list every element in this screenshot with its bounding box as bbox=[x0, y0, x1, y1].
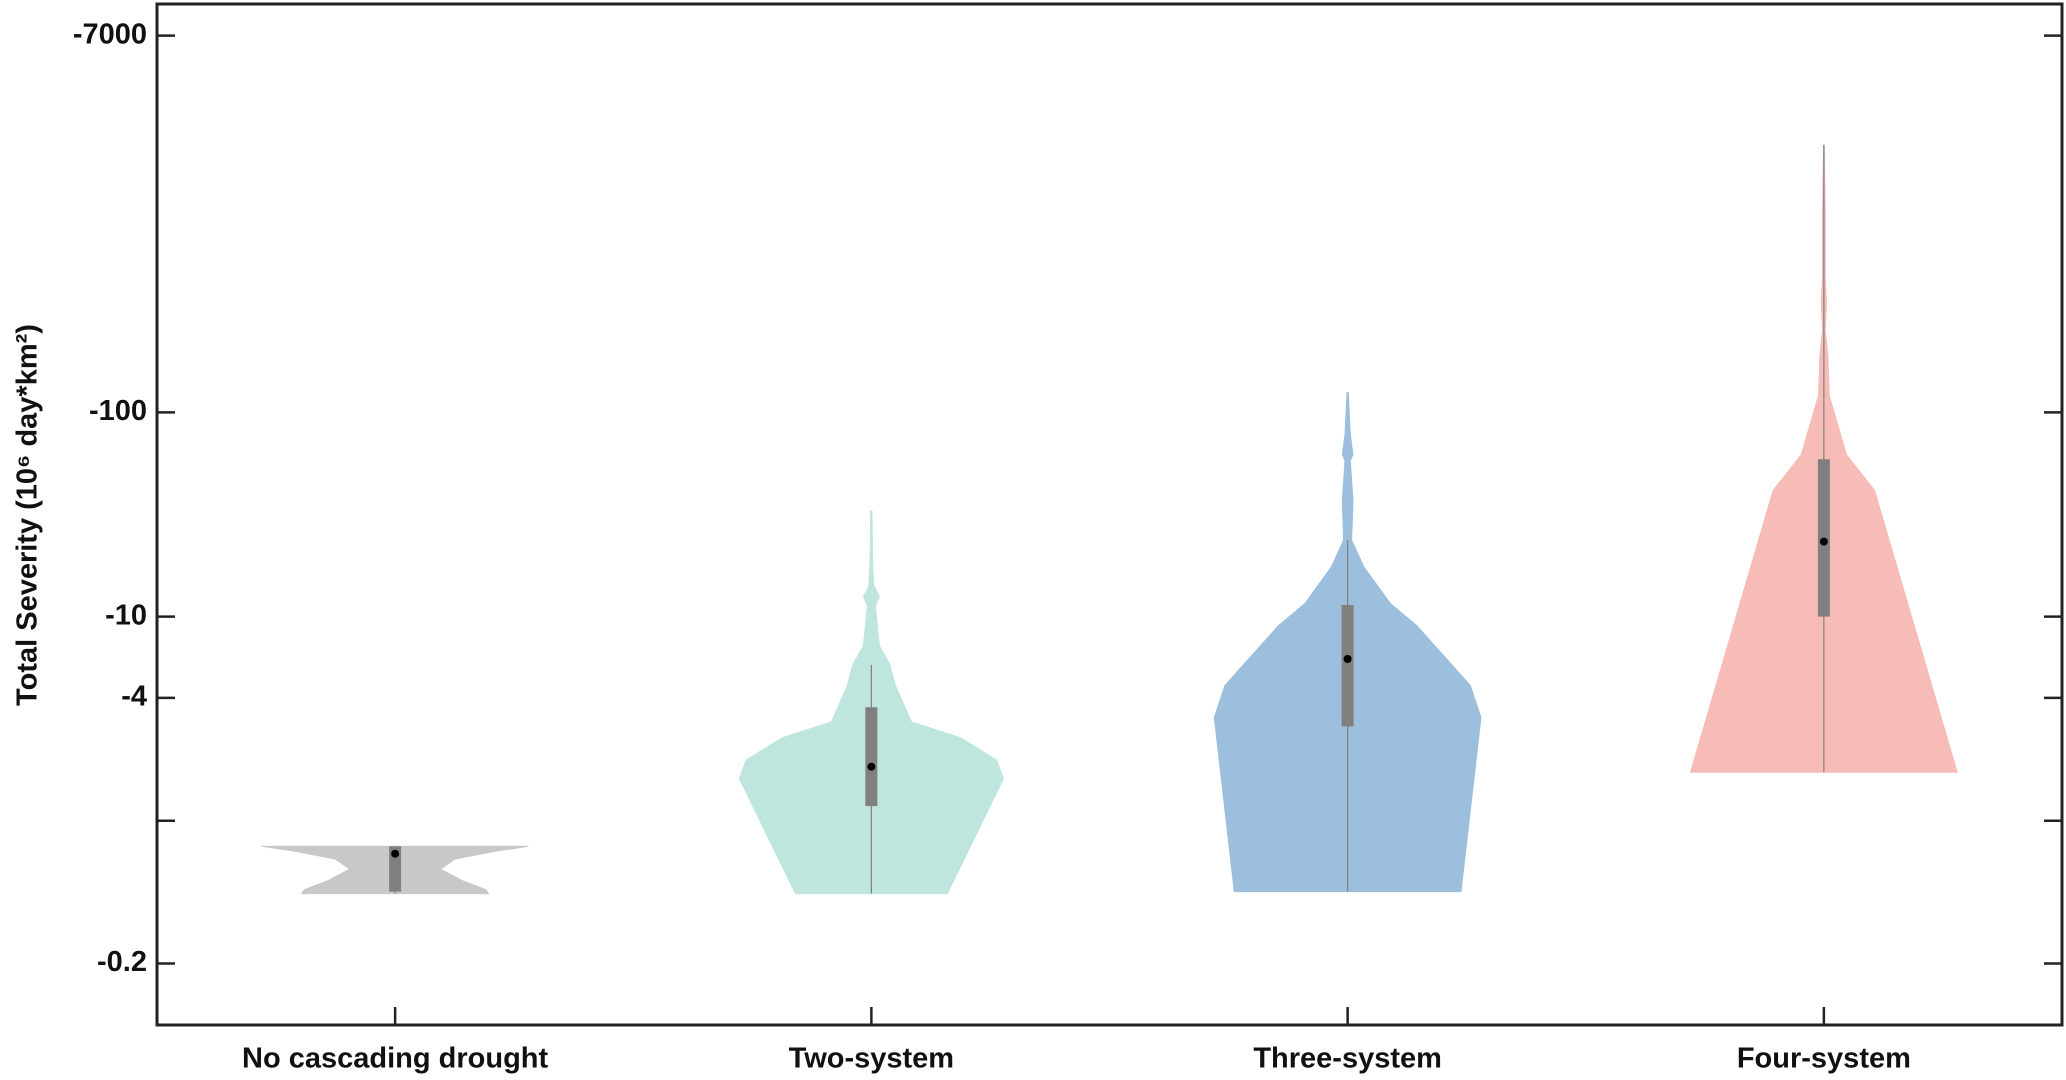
box bbox=[865, 707, 878, 807]
median bbox=[867, 762, 876, 771]
y-tick-label: -7000 bbox=[73, 18, 147, 50]
median bbox=[1343, 654, 1352, 663]
box bbox=[1341, 604, 1354, 727]
median bbox=[1819, 537, 1828, 546]
median bbox=[391, 849, 400, 858]
y-axis-title: Total Severity (10⁶ day*km²) bbox=[12, 324, 44, 706]
x-tick-label: Three-system bbox=[1253, 1043, 1442, 1075]
box bbox=[389, 846, 402, 892]
x-tick-label: Two-system bbox=[789, 1043, 954, 1075]
x-tick-label: No cascading drought bbox=[242, 1043, 548, 1075]
y-tick-label: -4 bbox=[121, 681, 147, 713]
plot-frame bbox=[155, 2, 2064, 1027]
y-tick-label: -0.2 bbox=[97, 946, 147, 978]
x-tick-label: Four-system bbox=[1737, 1043, 1911, 1075]
y-tick-label: -10 bbox=[105, 599, 147, 631]
y-tick-label: -100 bbox=[89, 395, 147, 427]
